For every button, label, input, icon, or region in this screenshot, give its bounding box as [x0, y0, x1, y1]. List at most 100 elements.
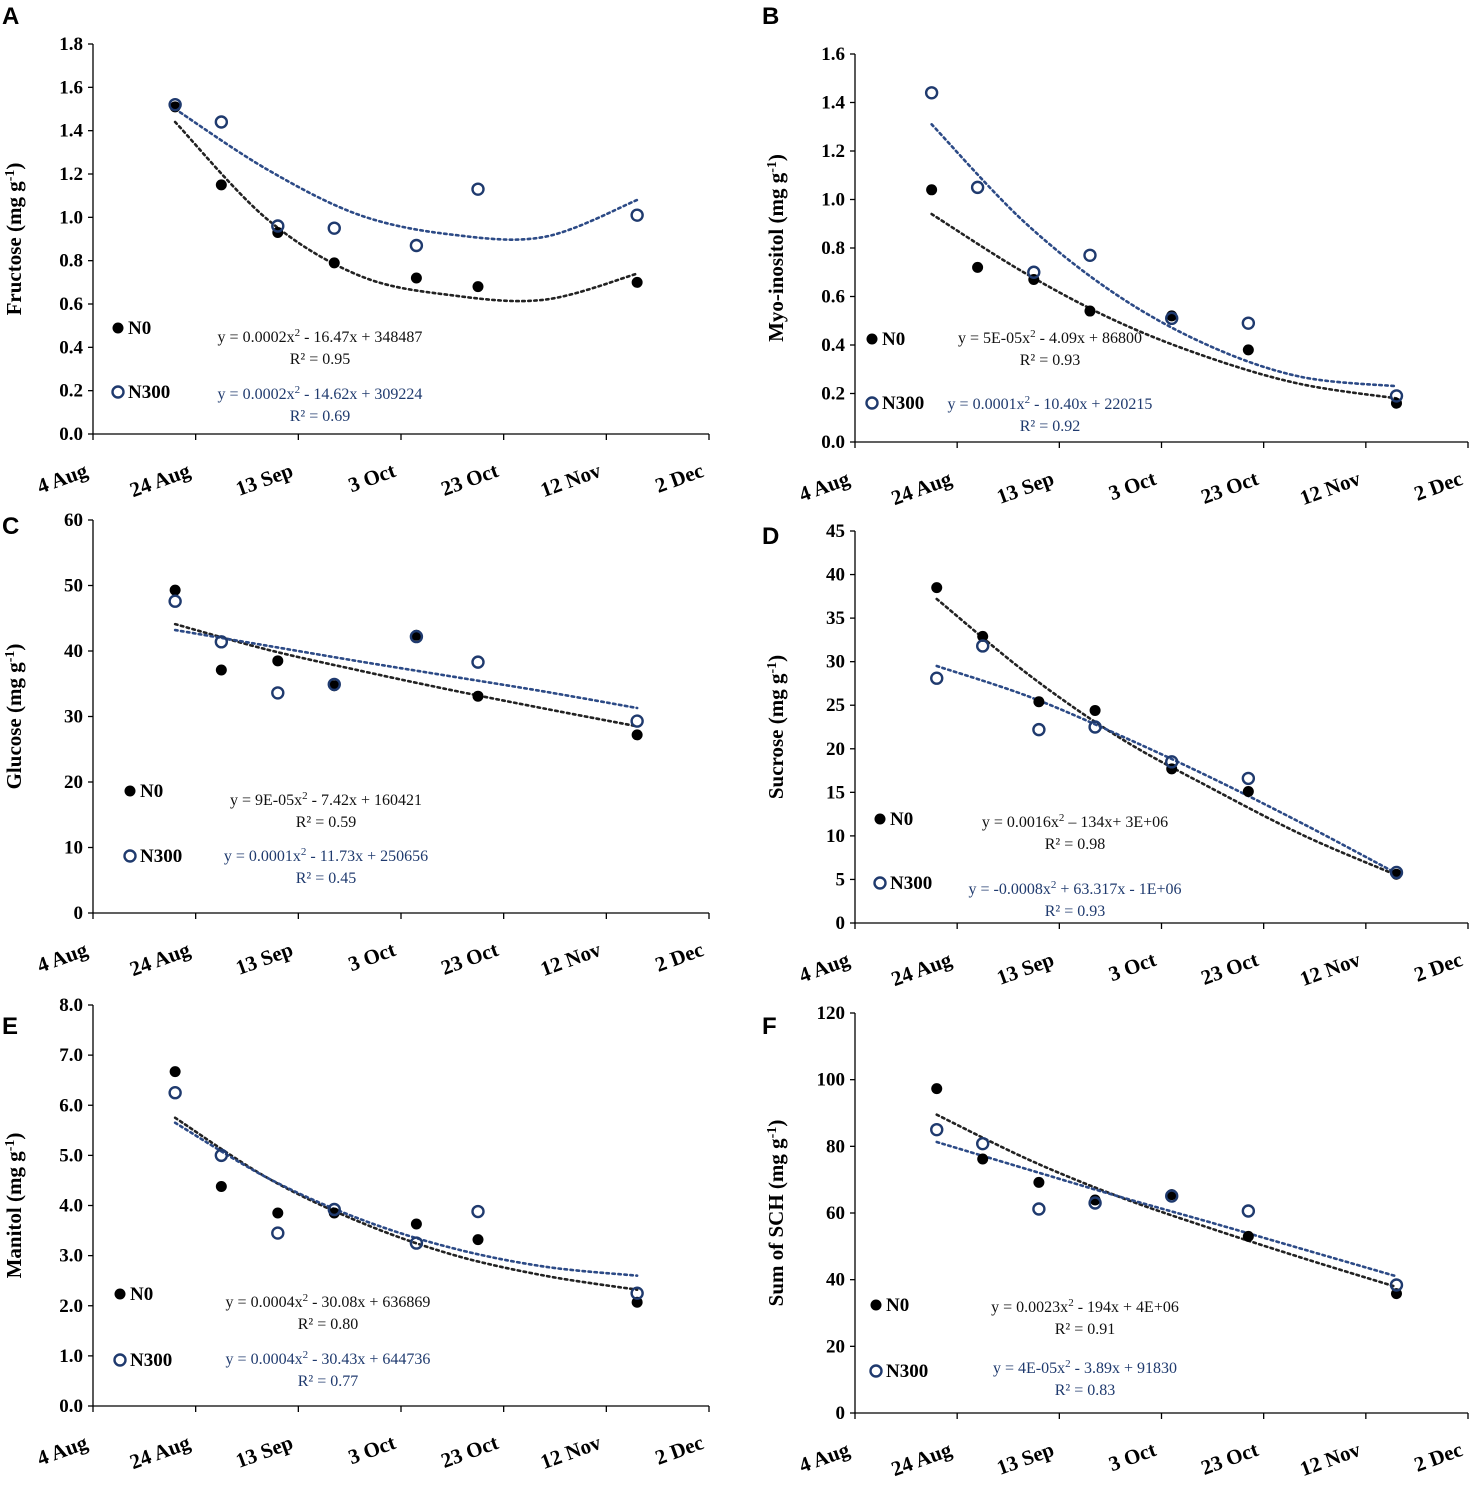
- n300-equation-part: - 14.62x + 309224: [300, 386, 422, 403]
- legend-n300-label: N300: [128, 382, 170, 403]
- y-axis-label-superscript: -1: [765, 161, 780, 173]
- y-tick-label: 7.0: [59, 1045, 83, 1066]
- n0-r-squared: R² = 0.59: [296, 814, 357, 831]
- n300-equation-exponent: 2: [295, 384, 301, 396]
- n0-point: [631, 1296, 643, 1308]
- x-tick-label: 3 Oct: [1106, 1437, 1160, 1476]
- n0-r-squared: R² = 0.91: [1055, 1321, 1116, 1338]
- n0-point: [215, 1180, 227, 1192]
- y-tick-label: 1.4: [821, 93, 845, 114]
- n0-equation-part: - 7.42x + 160421: [308, 792, 422, 809]
- n300-equation: y = 4E-05x2 - 3.89x + 91830: [993, 1358, 1177, 1377]
- n0-equation: y = 0.0002x2 - 16.47x + 348487: [218, 327, 423, 346]
- y-axis-label-text: Sucrose (mg g: [764, 673, 788, 799]
- n300-equation-part: - 30.43x + 644736: [308, 1351, 430, 1368]
- n0-trend-line: [173, 622, 639, 728]
- n300-point: [976, 639, 990, 653]
- x-tick-label: 24 Aug: [126, 458, 193, 502]
- y-tick-label: 0.0: [59, 424, 83, 445]
- n300-point: [168, 594, 182, 608]
- n0-equation-exponent: 2: [1059, 812, 1065, 824]
- y-tick-label: 5: [836, 869, 846, 890]
- legend-n300-marker: [113, 1353, 127, 1367]
- legend-n0-marker: [866, 333, 878, 345]
- y-axis-label-text: Sum of SCH (mg g: [764, 1138, 788, 1307]
- y-tick-label: 1.6: [821, 44, 845, 65]
- y-tick-label: 0: [836, 1403, 846, 1424]
- n0-point: [272, 655, 284, 667]
- n0-equation: y = 0.0023x2 - 194x + 4E+06: [991, 1297, 1179, 1316]
- n300-point: [327, 221, 341, 235]
- x-tick-label: 24 Aug: [888, 1437, 955, 1481]
- n300-point: [409, 629, 424, 644]
- y-tick-label: 60: [64, 510, 83, 531]
- n300-equation-part: - 11.73x + 250656: [306, 848, 428, 865]
- x-tick-label: 23 Oct: [438, 458, 502, 501]
- x-tick-label: 4 Aug: [34, 1430, 91, 1470]
- x-tick-label: 13 Sep: [993, 947, 1057, 990]
- x-tick-label: 3 Oct: [345, 458, 399, 497]
- legend-n300-label: N300: [882, 393, 924, 414]
- y-axis-label-superscript: -1: [3, 1140, 18, 1152]
- panel-a: A 0.0 0.2 0.4 0.6 0.8 1.0 1.2 1.4 1.6 1.8 4 Aug 24 A…: [2, 3, 710, 502]
- n300-equation-part: - 3.89x + 91830: [1071, 1360, 1177, 1377]
- y-tick-label: 1.2: [821, 141, 845, 162]
- n300-equation-part: y = 0.0004x: [226, 1351, 303, 1368]
- n300-point: [409, 1236, 424, 1250]
- n300-point: [1027, 265, 1041, 279]
- n0-point: [328, 1207, 340, 1219]
- n300-point: [630, 208, 644, 222]
- n300-point: [271, 219, 285, 233]
- y-axis-label-close: ): [764, 154, 788, 161]
- n0-equation: y = 5E-05x2 - 4.09x + 86800: [958, 328, 1142, 347]
- y-tick-label: 10: [64, 838, 83, 859]
- legend-n300-label: N300: [890, 873, 932, 894]
- y-tick-label: 20: [826, 1336, 845, 1357]
- n0-equation: y = 0.0016x2 – 134x+ 3E+06: [982, 812, 1168, 831]
- x-tick-label: 13 Sep: [232, 1430, 296, 1473]
- y-tick-label: 1.0: [59, 207, 83, 228]
- n300-equation-part: y = 0.0001x: [224, 848, 301, 865]
- n0-point: [1033, 696, 1045, 708]
- n0-point: [926, 184, 938, 196]
- n300-equation-part: - 10.40x + 220215: [1030, 396, 1152, 413]
- x-tick-label: 4 Aug: [34, 458, 91, 498]
- n300-point: [327, 1202, 341, 1217]
- y-tick-label: 0.6: [59, 294, 83, 315]
- n300-point: [1032, 1202, 1046, 1216]
- y-tick-label: 1.4: [59, 121, 83, 142]
- y-tick-label: 25: [826, 695, 845, 716]
- n0-trend-line: [173, 120, 639, 303]
- y-tick-label: 0.2: [59, 381, 83, 402]
- x-tick-label: 3 Oct: [345, 937, 399, 976]
- n0-equation-part: - 4.09x + 86800: [1036, 330, 1142, 347]
- y-tick-label: 40: [64, 641, 83, 662]
- y-tick-label: 8.0: [59, 995, 83, 1016]
- n300-trend-line: [935, 664, 1398, 875]
- n300-point: [1389, 1278, 1404, 1292]
- n0-point: [631, 276, 643, 288]
- n0-r-squared: R² = 0.95: [290, 351, 351, 368]
- n300-point: [930, 1122, 944, 1137]
- n0-point: [977, 630, 989, 642]
- y-tick-label: 0.4: [59, 337, 83, 358]
- x-tick-label: 4 Aug: [796, 1437, 853, 1477]
- y-axis-label-close: ): [764, 1120, 788, 1127]
- legend-n0-label: N0: [128, 318, 151, 339]
- x-tick-label: 12 Nov: [1297, 1437, 1364, 1481]
- y-tick-label: 1.0: [59, 1346, 83, 1367]
- n0-r-squared: R² = 0.98: [1045, 836, 1106, 853]
- legend-n300-marker: [123, 849, 137, 863]
- n300-trend-line: [935, 1140, 1398, 1278]
- n0-equation-part: - 194x + 4E+06: [1074, 1299, 1179, 1316]
- x-tick-label: 24 Aug: [126, 937, 193, 981]
- y-tick-label: 10: [826, 826, 845, 847]
- y-tick-label: 120: [817, 1003, 846, 1024]
- y-tick-label: 1.2: [59, 164, 83, 185]
- n300-equation-part: + 63.317x - 1E+06: [1056, 881, 1181, 898]
- legend-n300-marker: [865, 396, 879, 410]
- n300-point: [1083, 248, 1097, 262]
- legend-n300-label: N300: [886, 1361, 928, 1382]
- n300-point: [271, 1226, 285, 1240]
